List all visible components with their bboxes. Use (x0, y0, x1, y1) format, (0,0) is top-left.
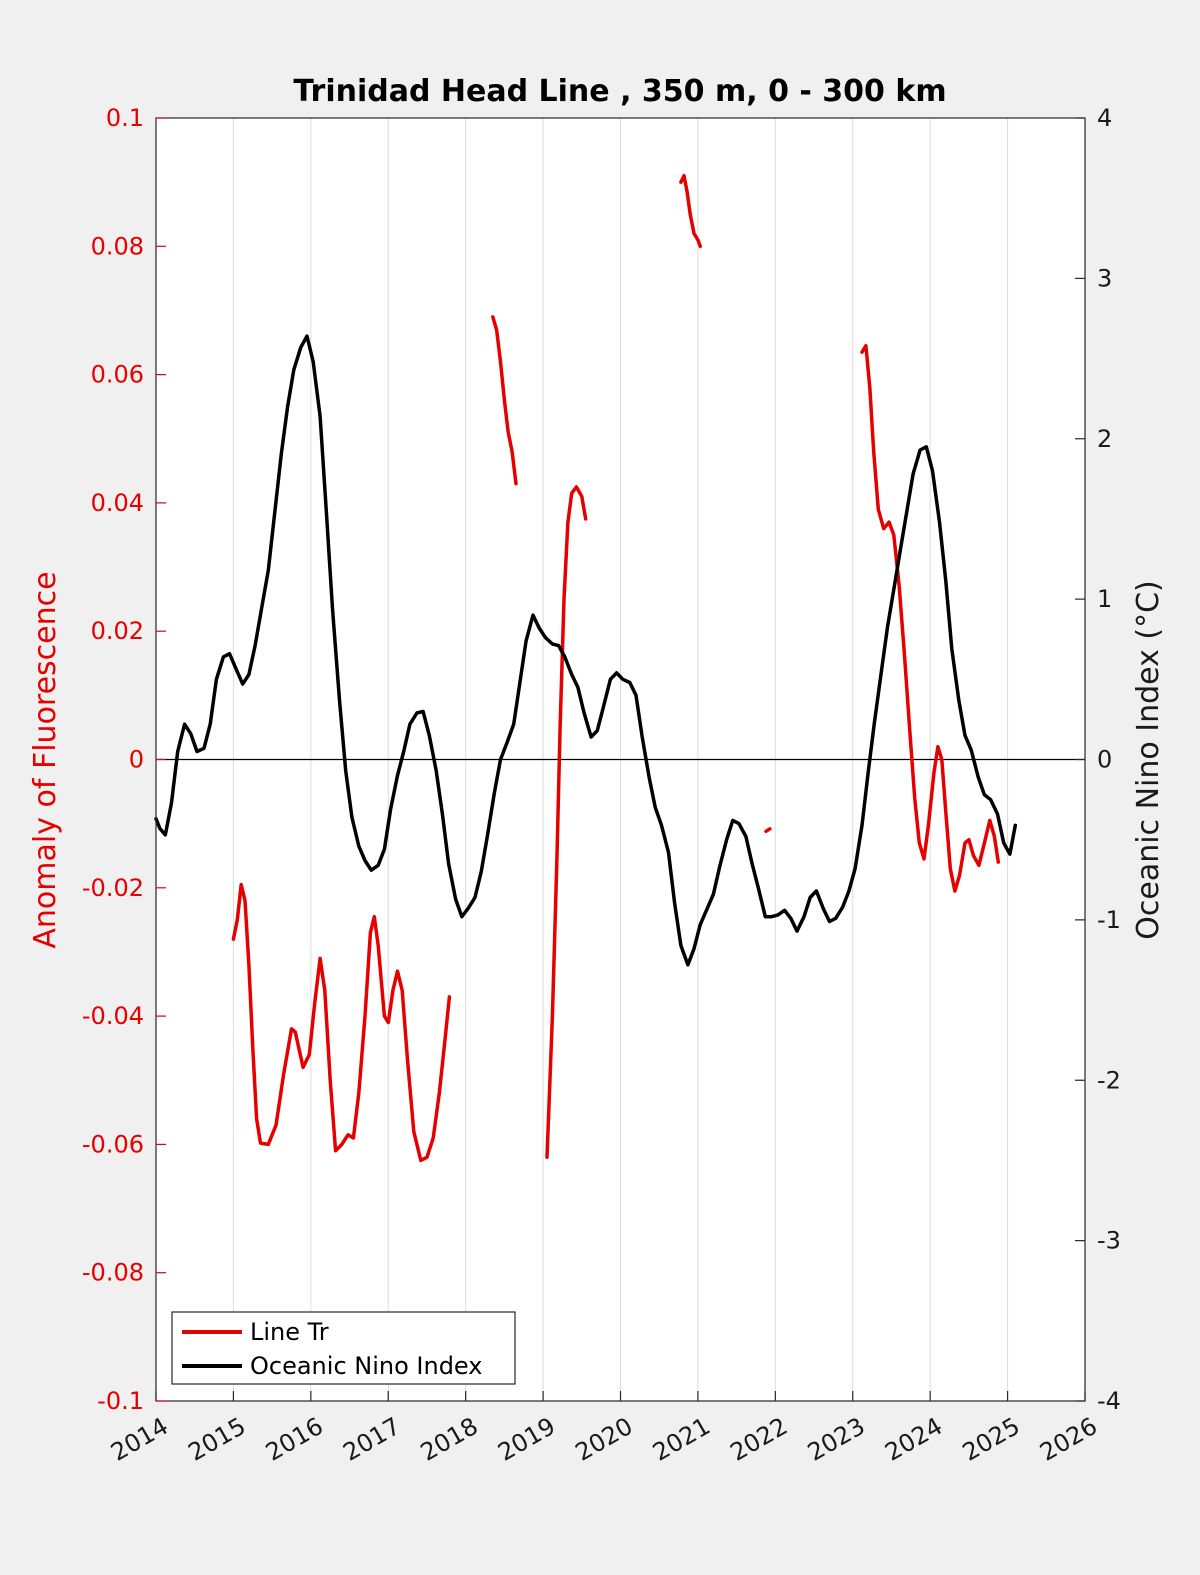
legend: Line Tr Oceanic Nino Index (171, 1311, 516, 1385)
y-right-tick-label-4: 4 (1097, 104, 1112, 132)
y-left-tick-label-0.02: 0.02 (91, 617, 144, 645)
y-left-tick-label--0.04: -0.04 (82, 1002, 144, 1030)
legend-label-oni: Oceanic Nino Index (250, 1352, 482, 1380)
series-line-tr-segment-0 (231, 882, 452, 1163)
y-right-tick-label--1: -1 (1097, 906, 1121, 934)
series-oceanic-nino-index-segment-0 (154, 334, 1018, 967)
y-right-tick-label--3: -3 (1097, 1227, 1121, 1255)
series-line-tr-segment-3 (679, 173, 702, 249)
y-right-tick-label--2: -2 (1097, 1066, 1121, 1094)
series-line-tr (231, 173, 1001, 1163)
series-line-tr-segment-2 (545, 485, 588, 1159)
series-line-tr-segment-1 (491, 315, 518, 486)
y-right-tick-label-1: 1 (1097, 585, 1112, 613)
axes-ticks (155, 117, 1086, 1402)
y-axis-label-right: Oceanic Nino Index (°C) (1131, 580, 1166, 940)
chart-title: Trinidad Head Line , 350 m, 0 - 300 km (293, 74, 946, 109)
series-line-tr-segment-4 (764, 827, 772, 834)
y-left-tick-label-0.06: 0.06 (91, 361, 144, 389)
y-left-tick-label--0.06: -0.06 (82, 1130, 144, 1158)
y-left-tick-label--0.02: -0.02 (82, 874, 144, 902)
y-right-tick-label--4: -4 (1097, 1387, 1121, 1415)
series-oceanic-nino-index (154, 334, 1018, 967)
y-right-tick-label-0: 0 (1097, 746, 1112, 774)
y-left-tick-label-0.04: 0.04 (91, 489, 144, 517)
y-right-tick-label-2: 2 (1097, 425, 1112, 453)
y-axis-label-left: Anomaly of Fluorescence (28, 571, 63, 948)
y-left-tick-label--0.08: -0.08 (82, 1259, 144, 1287)
y-left-tick-label-0: 0 (129, 746, 144, 774)
y-left-tick-label--0.1: -0.1 (97, 1387, 144, 1415)
legend-box (171, 1311, 516, 1385)
series-line-tr-segment-5 (860, 343, 1001, 893)
series-layer (154, 173, 1018, 1163)
y-left-tick-label-0.1: 0.1 (106, 104, 144, 132)
y-right-tick-label-3: 3 (1097, 264, 1112, 292)
y-left-tick-label-0.08: 0.08 (91, 232, 144, 260)
legend-label-line-tr: Line Tr (250, 1318, 329, 1346)
